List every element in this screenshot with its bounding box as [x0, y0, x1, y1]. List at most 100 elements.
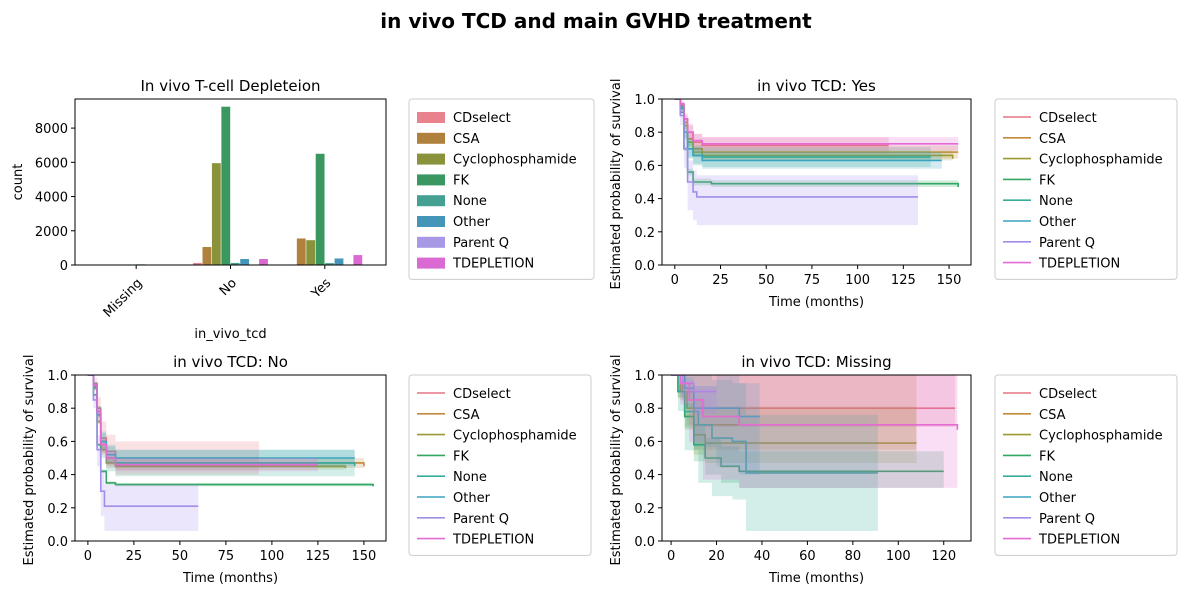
legend-label: Parent Q	[453, 512, 509, 527]
legend-label: CSA	[1039, 408, 1066, 423]
ci-band-fk	[674, 99, 959, 191]
y-tick-label: 0.8	[634, 126, 655, 141]
y-tick-label: 0	[60, 259, 68, 274]
bar-no-cdselect	[193, 262, 202, 265]
bar-chart-panel: Missing No Yes 0 2000 4000 6000 8000 In vivo T-c…	[11, 77, 595, 342]
bar-no-other	[240, 259, 250, 265]
x-tick-label: No	[217, 276, 240, 299]
x-tick-label: 100	[845, 273, 870, 288]
x-tick-label: 25	[712, 273, 729, 288]
bar-yes-other	[334, 258, 344, 265]
legend-swatch	[417, 174, 445, 186]
panel-title: in vivo TCD: No	[173, 353, 288, 371]
legend-swatch	[417, 236, 445, 248]
legend-swatch	[417, 195, 445, 207]
x-tick-label: 125	[891, 273, 916, 288]
legend-label: Other	[1039, 491, 1077, 506]
bar-yes-cyclophosphamide	[306, 240, 316, 265]
survival-curve-tdepletion	[671, 375, 959, 430]
y-axis-label: Estimated probability of survival	[22, 355, 37, 566]
x-tick-label: 80	[845, 549, 862, 564]
x-tick-label: 60	[799, 549, 816, 564]
ci-band-none	[87, 375, 355, 480]
legend-frame	[994, 374, 1178, 556]
legend-label: TDEPLETION	[452, 257, 534, 272]
legend-label: TDEPLETION	[1038, 257, 1120, 272]
survival-curve-other	[671, 375, 760, 418]
ci-band-cdselect	[674, 99, 889, 154]
survival-curve-tdepletion	[674, 99, 959, 145]
ci-band-parent-q	[674, 99, 918, 226]
legend-label: Other	[453, 491, 491, 506]
y-tick-label: 0.4	[634, 193, 655, 208]
survival-curve-none	[671, 375, 878, 474]
legend-swatch	[417, 153, 445, 165]
axes-frame	[661, 374, 972, 542]
ci-band-csa	[671, 375, 917, 450]
x-tick-label: 100	[886, 549, 911, 564]
y-axis-label: Estimated probability of survival	[609, 355, 624, 566]
x-tick-label: Missing	[101, 276, 146, 321]
legend-label: CDselect	[453, 111, 511, 126]
axes-frame	[74, 374, 387, 542]
y-tick-label: 0.6	[47, 435, 68, 450]
legend-label: None	[453, 470, 487, 485]
legend-label: FK	[453, 173, 469, 188]
x-tick-label: 75	[804, 273, 821, 288]
x-tick-label: 150	[352, 549, 377, 564]
y-tick-label: 0.2	[47, 502, 68, 517]
figure-title: in vivo TCD and main GVHD treatment	[380, 9, 812, 33]
legend-label: Cyclophosphamide	[453, 429, 577, 444]
legend-frame	[994, 98, 1178, 280]
x-tick-label: 50	[172, 549, 189, 564]
y-axis-label: Estimated probability of survival	[609, 79, 624, 290]
legend-label: Parent Q	[1039, 236, 1095, 251]
ci-band-other	[674, 99, 942, 169]
legend-label: Other	[1039, 215, 1077, 230]
bar-no-csa	[202, 247, 212, 265]
y-tick-label: 0.6	[634, 159, 655, 174]
y-axis-label: count	[11, 164, 26, 201]
x-tick-label: 0	[84, 549, 92, 564]
x-tick-label: 20	[708, 549, 725, 564]
panel-title: in vivo TCD: Missing	[741, 353, 891, 371]
legend-label: FK	[1039, 173, 1055, 188]
panel-title: in vivo TCD: Yes	[757, 77, 876, 95]
ci-band-tdepletion	[87, 375, 318, 472]
ci-band-none	[671, 375, 878, 532]
y-tick-label: 0.6	[634, 435, 655, 450]
legend-label: CDselect	[1039, 111, 1097, 126]
legend: CDselect CSA Cyclophosphamide FK None Other Pa…	[408, 374, 592, 556]
y-tick-label: 0.0	[634, 535, 655, 550]
y-tick-label: 6000	[35, 156, 68, 171]
x-axis-label: in_vivo_tcd	[194, 327, 266, 342]
bar-yes-none	[325, 263, 334, 265]
bar-yes-tdepletion	[353, 255, 363, 265]
x-tick-label: 125	[305, 549, 330, 564]
y-tick-label: 8000	[35, 122, 68, 137]
ci-band-tdepletion	[674, 99, 959, 151]
ci-band-cdselect	[87, 375, 260, 475]
legend-label: None	[1039, 194, 1073, 209]
ci-band-cyclophosphamide	[87, 375, 346, 472]
x-tick-label: 0	[671, 273, 679, 288]
ci-band-tdepletion	[671, 375, 958, 493]
axes-frame	[74, 98, 387, 266]
legend-swatch	[417, 132, 445, 144]
legend: CDselect CSA Cyclophosphamide FK None Other Pa…	[994, 374, 1178, 556]
y-tick-label: 0.8	[47, 402, 68, 417]
legend-label: FK	[453, 449, 469, 464]
legend-label: FK	[1039, 449, 1055, 464]
x-tick-label: 75	[218, 549, 235, 564]
y-tick-label: 0.4	[47, 469, 68, 484]
bar-no-cyclophosphamide	[211, 163, 221, 265]
plot-area	[87, 375, 374, 532]
km-panel-missing: 0 20 40 60 80 100 120 0.0 0.2 0.4 0.6 0.8 1.0 in vivo…	[609, 353, 1178, 586]
ci-band-none	[674, 99, 931, 168]
bar-yes-csa	[296, 238, 306, 265]
y-tick-label: 1.0	[634, 369, 655, 384]
legend-label: TDEPLETION	[1038, 533, 1120, 548]
bar-no-tdepletion	[259, 259, 268, 265]
x-tick-label: Yes	[308, 276, 334, 302]
legend: CDselect CSA Cyclophosphamide FK None Other Pa…	[408, 98, 595, 280]
